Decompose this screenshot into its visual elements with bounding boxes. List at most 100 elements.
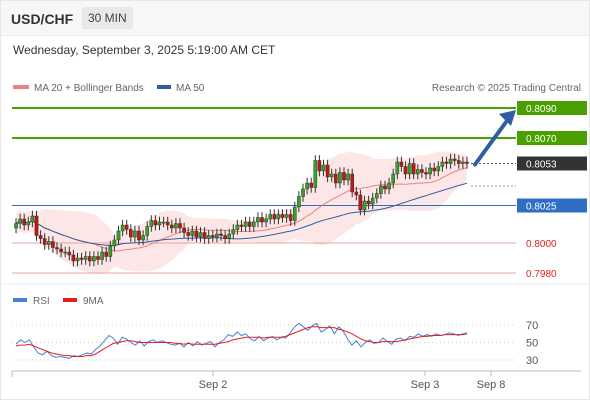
- candle: [87, 251, 92, 267]
- candle-body: [133, 230, 137, 238]
- candle: [38, 230, 43, 244]
- candle-body: [288, 214, 293, 221]
- candle: [239, 219, 244, 232]
- candle-body: [34, 215, 39, 236]
- candle-body: [383, 185, 387, 190]
- candle-body: [424, 172, 428, 175]
- candle-body: [256, 217, 260, 223]
- candle: [22, 213, 27, 231]
- candle-body: [342, 172, 346, 181]
- candle-body: [174, 223, 178, 229]
- candle-body: [325, 164, 330, 178]
- candle-body: [153, 220, 158, 226]
- candle-body: [92, 256, 96, 262]
- candle: [247, 216, 252, 232]
- candle-body: [128, 229, 133, 238]
- candle: [354, 186, 359, 201]
- candle: [149, 215, 154, 232]
- candle: [362, 195, 367, 216]
- candle: [14, 218, 18, 234]
- candle: [387, 177, 391, 195]
- candle: [411, 158, 416, 180]
- candle-body: [465, 161, 469, 164]
- rsi-line: [15, 322, 468, 359]
- candle: [169, 219, 174, 234]
- support-label: 0.8000: [526, 239, 557, 250]
- candle: [157, 216, 162, 231]
- candle: [338, 167, 342, 189]
- candle: [194, 225, 199, 243]
- candle: [305, 177, 309, 195]
- candle-body: [284, 214, 289, 218]
- candle-body: [18, 218, 22, 224]
- candle-body: [305, 182, 309, 190]
- candle: [358, 189, 363, 216]
- candle-body: [329, 173, 334, 178]
- ma9-legend-swatch: [63, 298, 77, 302]
- candle: [75, 252, 80, 267]
- candle-body: [276, 214, 281, 220]
- candle-body: [67, 251, 72, 256]
- candle-body: [30, 215, 35, 223]
- candle: [128, 224, 133, 243]
- candle: [309, 177, 314, 193]
- forecast-arrow-head: [499, 110, 516, 126]
- candle: [161, 216, 166, 228]
- x-tick-label: Sep 3: [411, 379, 440, 391]
- candle-body: [313, 160, 318, 188]
- candle: [51, 236, 55, 253]
- candle: [428, 162, 432, 180]
- candle-body: [157, 221, 162, 226]
- candle: [342, 167, 346, 186]
- candle-body: [71, 254, 76, 262]
- candle: [370, 192, 375, 210]
- candle: [42, 233, 47, 250]
- x-tick-label: Sep 2: [199, 379, 228, 391]
- candle-body: [47, 241, 51, 245]
- candle: [260, 212, 264, 228]
- candle: [55, 242, 59, 255]
- candle: [297, 191, 301, 213]
- candle-body: [251, 221, 256, 227]
- candle-body: [358, 194, 363, 211]
- candle: [100, 246, 104, 265]
- candle-body: [206, 235, 211, 239]
- candle-body: [301, 188, 305, 197]
- candle: [96, 251, 100, 265]
- candle: [268, 209, 273, 225]
- candle: [284, 209, 289, 223]
- candle-body: [395, 161, 400, 175]
- candle: [79, 252, 84, 265]
- current-price-label: 0.8053: [526, 160, 557, 171]
- candle: [120, 219, 125, 237]
- candle: [383, 180, 387, 195]
- candle: [104, 246, 108, 262]
- candle-body: [416, 169, 420, 175]
- candle: [272, 209, 277, 225]
- candle: [71, 249, 76, 267]
- candle: [141, 230, 145, 246]
- rsi-tick-label: 50: [526, 338, 538, 350]
- candle-body: [145, 226, 150, 236]
- candle-body: [346, 173, 350, 181]
- candle-body: [444, 161, 449, 164]
- candle: [350, 168, 355, 198]
- candle-body: [293, 206, 297, 221]
- candle-body: [141, 235, 145, 241]
- timeframe-badge[interactable]: 30 MIN: [82, 7, 133, 29]
- candle-body: [100, 251, 104, 260]
- level-labels-layer: 0.8090 0.8070 0.8053 0.8025 0.8000 0.7980: [517, 101, 587, 280]
- candle-body: [112, 239, 117, 247]
- candle-body: [280, 214, 285, 218]
- candle: [174, 218, 178, 234]
- candle-body: [198, 232, 203, 238]
- candle-body: [264, 218, 268, 223]
- candle: [317, 155, 322, 177]
- candle: [436, 161, 441, 177]
- credit-text: Research © 2025 Trading Central: [432, 83, 581, 94]
- candle-body: [165, 221, 170, 226]
- candle-body: [317, 160, 322, 172]
- candle-body: [440, 161, 445, 167]
- candle: [329, 168, 334, 183]
